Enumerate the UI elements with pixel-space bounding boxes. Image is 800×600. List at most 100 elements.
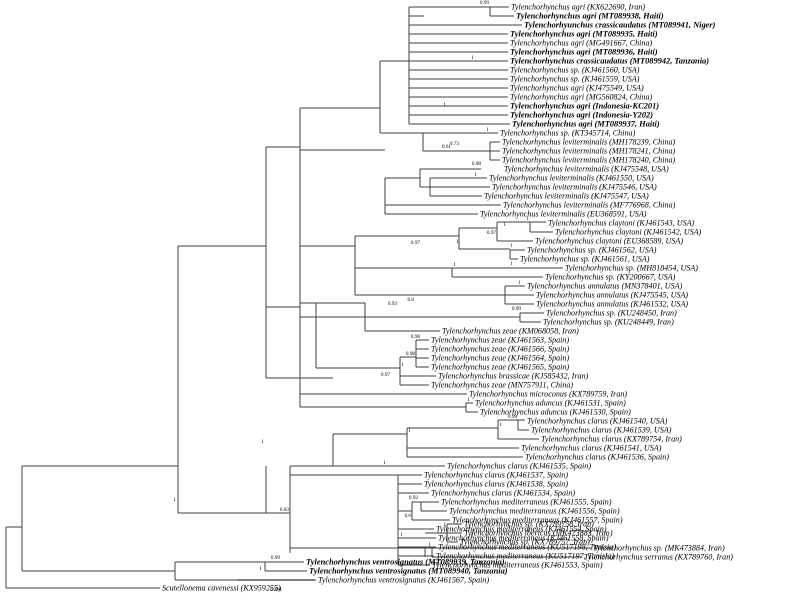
taxon-label: Tylenchorhynchus zeae (KJ461566, Spain) [431,344,570,354]
taxon-label: Tylenchorhynchus leviterminalis (KJ47554… [504,164,669,174]
taxon-label: Tylenchorhynchus annulatus (KJ475545, US… [536,290,689,300]
taxon-label: Tylenchorhynchus zeae (KJ461565, Spain) [431,362,570,372]
branch-support-value: 1 [499,422,502,428]
branch-support-value: 0.98 [471,161,481,167]
taxon-label: Tylenchorhynchus sp. (KJ461559, USA) [510,74,640,84]
branch-support-value: 0.98 [405,351,415,357]
taxon-label: Tylenchorhynchus leviterminalis (MH17823… [502,137,676,147]
branch-support-value: 1 [401,362,404,368]
branch-support-value: 0.97 [410,240,420,246]
taxon-label: Tylenchorhynchus sp. (KT345714, China) [500,128,636,138]
taxon-label: Tylenchorhynchus sp. (KJ461560, USA) [510,65,640,75]
taxon-label: Tylenchorhynchus mediterraneus (KJ461557… [452,515,623,525]
taxon-label: Tylenchorhynchus clarus (KJ461538, Spain… [424,479,569,489]
taxon-label: Tylenchorhynchus microconus (KX789759, I… [469,389,628,399]
taxon-label: Tylenchorhynchus leviterminalis (KJ47554… [492,182,657,192]
taxon-label: Tylenchorhynchus clarus (KJ461535, Spain… [447,461,592,471]
taxon-label: Tylenchorhynchus sp. (KJ461562, USA) [527,245,657,255]
taxon-label: Tylenchorhynchus agri (Indonesia-Y202) [510,110,654,120]
taxon-label: Tylenchorhynchus ventrosignatus (KJ46156… [318,575,490,585]
taxon-label: Tylenchorhynchus sp. (KX789757, Iran) [460,537,590,547]
taxon-label: Tylenchorhynchus clarus (KJ461537, Spain… [424,470,569,480]
branch-support-value: 0.93 [387,301,397,307]
branch-support-value: 1 [471,55,474,61]
taxon-label: Tylenchorhynchus clarus (KX789754, Iran) [541,434,682,444]
taxon-label: Tylenchorhynchus agri (MG491667, China) [510,38,653,48]
taxon-label: Tylenchorhynchus aduncus (KJ461530, Spai… [480,407,631,417]
branch-support-value: 1 [526,216,529,222]
taxon-label: Tylenchorhynchus clarus (KJ461541, USA) [521,443,662,453]
branch-support-value: 0.6 [404,513,411,519]
taxon-label: Tylenchorhynchus ventrosignatus (MT08994… [309,566,508,576]
taxon-label: Tylenchorhynchus mediterraneus (KJ461555… [441,497,612,507]
taxon-label: Tylenchorhynchus agri (MT089935, Haiti) [510,29,658,39]
taxon-label: Tylenchorhynchus mediterraneus (KU517197… [436,551,615,561]
taxon-label: Tylenchorhynchus zeae (KJ461564, Spain) [431,353,570,363]
branch-support-value: 1 [510,261,513,267]
taxon-label: Tylenchorhyunchus crassicaudatus (MT0899… [524,20,716,30]
branch-support-value: 0.98 [410,334,420,340]
branch-support-value: 0.99 [511,306,521,312]
branch-support-value: 1 [467,397,470,403]
taxon-label: Tylenchorhynchus leviterminalis (MH17824… [502,155,676,165]
taxon-label: Tylenchorhynchus agri (Indonesia-KC201) [510,101,660,111]
taxon-label: Tylenchorhynchus agri (MT089936, Haiti) [510,47,658,57]
taxon-label: Tylenchorhynchus sp. (KX789758, Iran) [464,519,594,529]
branch-support-value: 1 [173,497,176,503]
branch-support-value: 1 [518,280,521,286]
taxon-label: Tylenchorhynchus sp. (MK473884, Iran) [593,543,725,553]
branch-support-value: 1 [453,262,456,268]
taxon-label: Tylenchorhynchus mediterraneus (KJ461553… [432,560,603,570]
taxon-label: Tylenchorhynchus ventrosignatus (MT08993… [306,557,505,567]
taxon-label: Tylenchorhynchus mediterraneus (KJ461554… [436,524,607,534]
taxon-label: Tylenchorhynchus aduncus (KJ461531, Spai… [475,398,626,408]
branch-support-value: 1 [510,243,513,249]
branch-support-value: 1 [443,102,446,108]
branch-support-value: 1 [428,542,431,548]
taxon-label: Tylenchorhynchus sp. (KY200667, USA) [545,272,676,282]
taxon-label: Tylenchorhynchus clarus (KJ461534, Spain… [431,488,576,498]
branch-support-value: 1 [261,439,264,445]
taxon-label: Tylenchorhynchus clarus (KJ461539, USA) [531,425,672,435]
taxon-label: Tylenchorhynchus mediterraneus (KJ461558… [438,533,609,543]
branch-support-value: 1 [503,222,506,228]
taxon-label: Tylenchorhynchus annulatus (MN378401, US… [527,281,683,291]
taxon-label: Tylenchorhynchus zeae (KJ461563, Spain) [431,335,570,345]
taxon-label: Tylenchorhynchus zeae (KM068058, Iran) [442,326,579,336]
taxon-label: Tylenchorhynchus sp. (MH818454, USA) [565,263,699,273]
taxon-label: Tylenchorhynchus sp. (KU248450, Iran) [546,308,677,318]
taxon-label: Tylenchorhynchus leviterminalis (MH17824… [502,146,676,156]
taxon-label: Tylenchorhynchus sp. (KJ461561, USA) [520,254,650,264]
branch-support-value: 1 [259,566,262,572]
taxon-label: Tylenchorhynchus zeae (MN757911, China) [431,380,574,390]
branch-support-value: 0.61 [441,144,451,150]
taxon-label: Tylenchorhynchus leviterminalis (EU36859… [480,209,647,219]
taxon-label: Tylenchorhynchus agri (KX622690, Iran) [511,2,646,12]
branch-support-value: 0.6 [407,297,414,303]
taxon-label: Tylenchorhynchus claytoni (KJ461543, USA… [548,218,695,228]
branch-support-value: 0.99 [270,555,280,561]
branch-support-value: 1 [400,532,403,538]
taxon-label: Tylenchorhynchus agri (MG560824, China) [510,92,653,102]
branch-support-value: 1 [456,239,459,245]
branch-support-value: 1 [383,460,386,466]
taxon-label: Tylenchorhynchus agri (MT089938, Haiti) [516,11,664,21]
taxon-label: Tylenchorhynchus agri (KJ475549, USA) [510,83,644,93]
branch-support-value: 0.97 [380,372,390,378]
taxon-label: Tylenchorhynchus ibericus (MK473883, Ira… [464,528,613,538]
scale-bar-label: 0.04 [270,586,282,593]
branch-support-value: 0.92 [408,495,418,501]
branch-support-value: 0.97 [486,230,496,236]
taxon-label: Tylenchorhynchus leviterminalis (MF77696… [503,200,676,210]
taxon-label: Tylenchorhynchus claytoni (KJ461542, USA… [555,227,702,237]
taxon-label: Tylenchorhynchus agri (MT089937, Haiti) [512,119,660,129]
branch-support-value: 0.83 [279,507,289,513]
taxon-label: Tylenchorhynchus sp. (KU248449, Iran) [543,317,674,327]
taxon-label: Tylenchorhynchus clarus (KJ461540, USA) [527,416,668,426]
taxon-label: Tylenchorhynchus brassicae (KJ585432, Ir… [438,371,589,381]
branch-support-value: 1 [486,127,489,133]
taxon-label: Tylenchorhynchus mediterraneus (KJ461556… [449,506,620,516]
branch-support-value: 0.73 [449,141,459,147]
